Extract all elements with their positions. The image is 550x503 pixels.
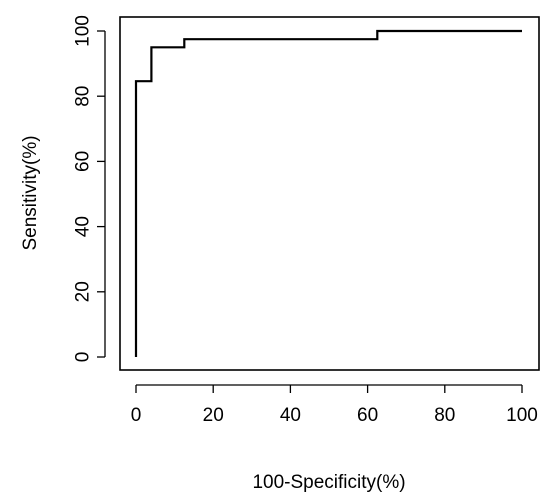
x-tick-label: 20 bbox=[203, 405, 224, 426]
x-tick-label: 40 bbox=[280, 405, 301, 426]
x-axis: 0 20 40 60 80 100 bbox=[131, 384, 538, 426]
y-tick-label: 80 bbox=[73, 86, 94, 107]
plot-frame bbox=[119, 16, 540, 371]
x-axis-title: 100-Specificity(%) bbox=[252, 472, 405, 493]
y-axis-title: Sensitivity(%) bbox=[20, 135, 41, 250]
y-tick-label: 100 bbox=[73, 15, 94, 47]
series-layer bbox=[134, 29, 522, 357]
x-tick-label: 60 bbox=[357, 405, 378, 426]
x-tick-label: 100 bbox=[506, 405, 538, 426]
y-tick-label: 0 bbox=[73, 352, 94, 363]
x-tick-label: 80 bbox=[434, 405, 455, 426]
y-tick-label: 60 bbox=[73, 151, 94, 172]
y-tick-label: 40 bbox=[73, 216, 94, 237]
x-tick-label: 0 bbox=[131, 405, 142, 426]
y-axis: 0 20 40 60 80 100 bbox=[73, 15, 106, 362]
y-tick-label: 20 bbox=[73, 281, 94, 302]
roc-curve bbox=[134, 29, 522, 357]
